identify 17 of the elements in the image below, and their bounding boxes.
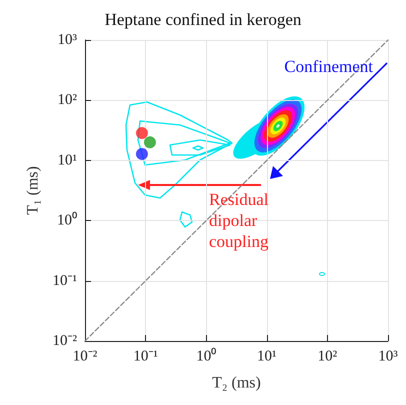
x-tick-label: 10⁻²	[72, 348, 98, 364]
y-tick-label: 10²	[58, 92, 78, 108]
x-tick-label: 10⁻¹	[133, 348, 158, 364]
y-tick-label: 10⁻¹	[52, 272, 77, 289]
y-tick-label: 10³	[58, 32, 78, 48]
chart-title: Heptane confined in kerogen	[104, 10, 302, 29]
x-tick-label: 10⁰	[196, 348, 216, 364]
y-tick-label: 10⁻²	[52, 333, 78, 349]
y-tick-label: 10⁰	[57, 212, 77, 229]
y-tick-label: 10¹	[58, 152, 77, 168]
x-tick-label: 10³	[378, 348, 398, 364]
x-tick-label: 10¹	[257, 348, 277, 364]
annotation: Residual dipolar coupling	[209, 190, 273, 251]
x-axis-title: T₂ (ms)	[212, 374, 261, 392]
y-axis-title: T₁ (ms)	[24, 166, 42, 215]
x-tick-label: 10²	[318, 348, 338, 364]
annotation: Confinement	[284, 57, 374, 76]
